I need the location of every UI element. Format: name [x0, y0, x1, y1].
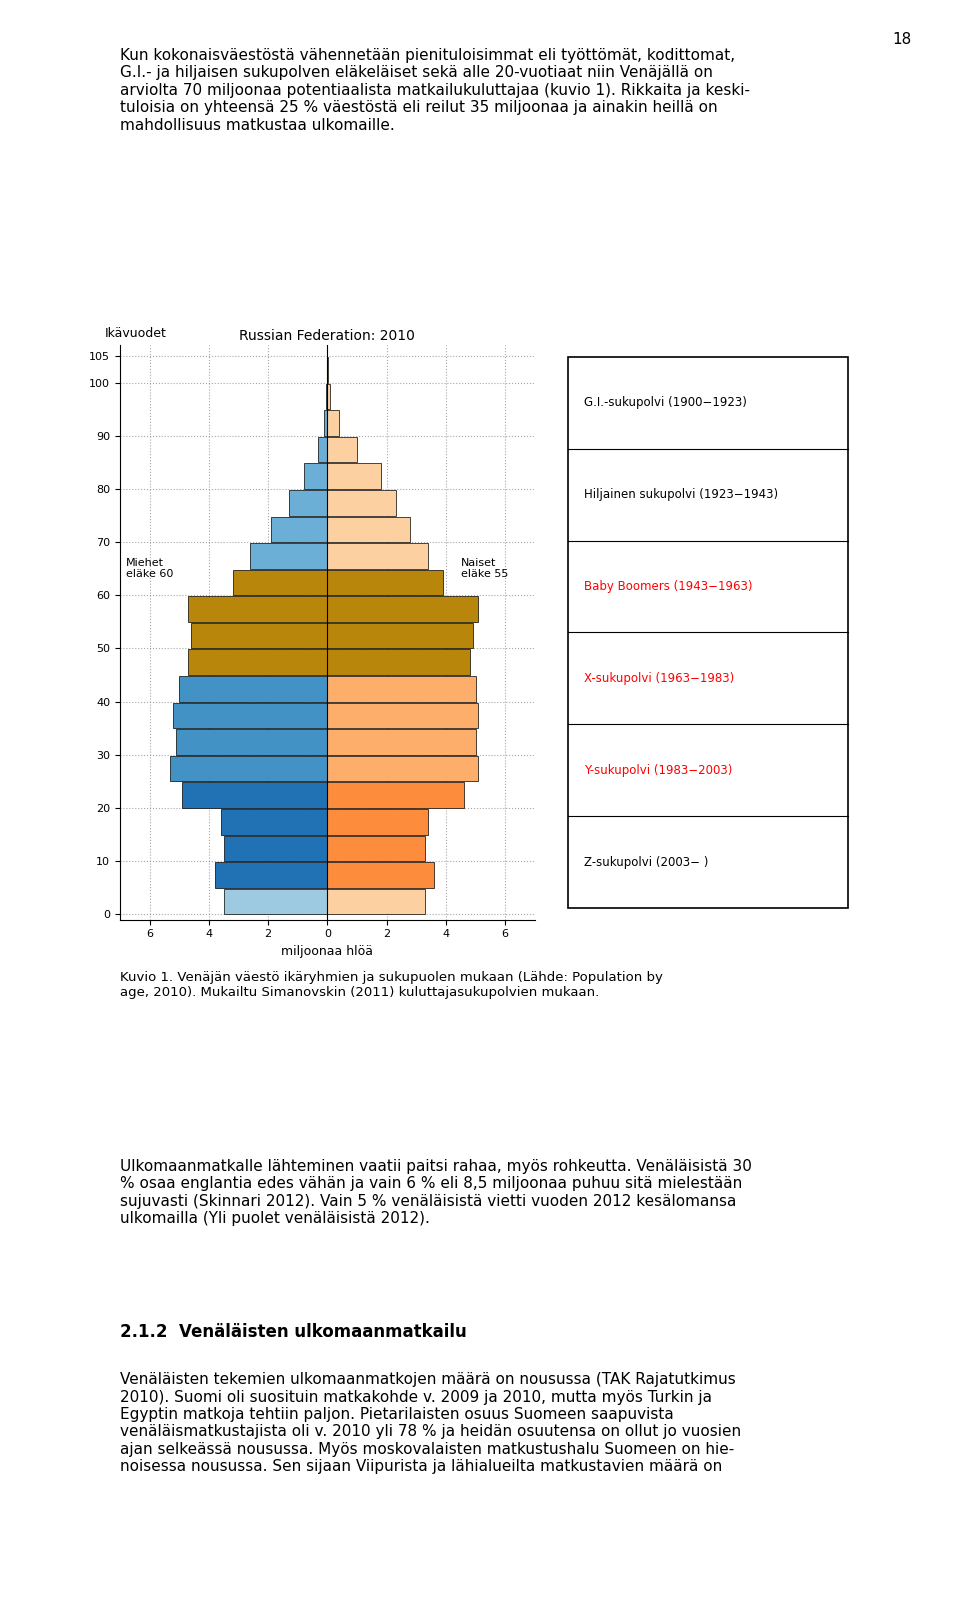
Text: Y-sukupolvi (1983−2003): Y-sukupolvi (1983−2003): [584, 764, 732, 776]
Bar: [215, 863, 327, 887]
Bar: [327, 756, 478, 781]
Bar: [224, 889, 327, 914]
Bar: [327, 570, 443, 596]
Bar: [327, 463, 381, 488]
Bar: [327, 490, 396, 516]
Bar: [303, 463, 327, 488]
Bar: [232, 570, 327, 596]
Bar: [327, 783, 464, 809]
Text: Ikävuodet: Ikävuodet: [106, 327, 167, 339]
Bar: [221, 809, 327, 834]
Text: 18: 18: [893, 32, 912, 46]
Bar: [289, 490, 327, 516]
FancyBboxPatch shape: [568, 357, 849, 908]
Bar: [191, 623, 327, 648]
Bar: [188, 596, 327, 621]
Bar: [327, 517, 410, 543]
Bar: [224, 836, 327, 861]
Bar: [251, 543, 327, 568]
Bar: [319, 437, 327, 463]
Bar: [174, 703, 327, 728]
Text: Hiljainen sukupolvi (1923−1943): Hiljainen sukupolvi (1923−1943): [584, 488, 779, 501]
Bar: [327, 809, 428, 834]
Bar: [170, 756, 327, 781]
Bar: [182, 783, 327, 809]
Text: 2.1.2  Venäläisten ulkomaanmatkailu: 2.1.2 Venäläisten ulkomaanmatkailu: [120, 1322, 467, 1342]
Text: Kun kokonaisväestöstä vähennetään pienituloisimmat eli työttömät, kodittomat,
G.: Kun kokonaisväestöstä vähennetään pienit…: [120, 48, 750, 133]
Bar: [180, 676, 327, 701]
Bar: [327, 410, 339, 435]
Title: Russian Federation: 2010: Russian Federation: 2010: [239, 328, 416, 343]
Text: Ulkomaanmatkalle lähteminen vaatii paitsi rahaa, myös rohkeutta. Venäläisistä 30: Ulkomaanmatkalle lähteminen vaatii paits…: [120, 1159, 752, 1226]
Text: Baby Boomers (1943−1963): Baby Boomers (1943−1963): [584, 580, 753, 592]
Bar: [188, 650, 327, 676]
Bar: [327, 728, 475, 754]
Text: Miehet
eläke 60: Miehet eläke 60: [126, 557, 174, 580]
Bar: [327, 863, 434, 887]
Bar: [327, 543, 428, 568]
Bar: [177, 728, 327, 754]
X-axis label: miljoonaa hlöä: miljoonaa hlöä: [281, 945, 373, 957]
Text: X-sukupolvi (1963−1983): X-sukupolvi (1963−1983): [584, 672, 734, 685]
Bar: [327, 623, 472, 648]
Bar: [327, 650, 469, 676]
Bar: [324, 410, 327, 435]
Text: G.I.-sukupolvi (1900−1923): G.I.-sukupolvi (1900−1923): [584, 397, 747, 410]
Bar: [271, 517, 327, 543]
Bar: [327, 703, 478, 728]
Bar: [327, 676, 475, 701]
Bar: [327, 836, 425, 861]
Bar: [327, 596, 478, 621]
Bar: [327, 889, 425, 914]
Text: Venäläisten tekemien ulkomaanmatkojen määrä on nousussa (TAK Rajatutkimus
2010).: Venäläisten tekemien ulkomaanmatkojen mä…: [120, 1372, 741, 1475]
Text: Kuvio 1. Venäjän väestö ikäryhmien ja sukupuolen mukaan (Lähde: Population by
ag: Kuvio 1. Venäjän väestö ikäryhmien ja su…: [120, 970, 662, 999]
Bar: [327, 437, 357, 463]
Bar: [327, 384, 330, 410]
Bar: [326, 384, 327, 410]
Text: Naiset
eläke 55: Naiset eläke 55: [461, 557, 508, 580]
Text: Z-sukupolvi (2003− ): Z-sukupolvi (2003− ): [584, 855, 708, 869]
